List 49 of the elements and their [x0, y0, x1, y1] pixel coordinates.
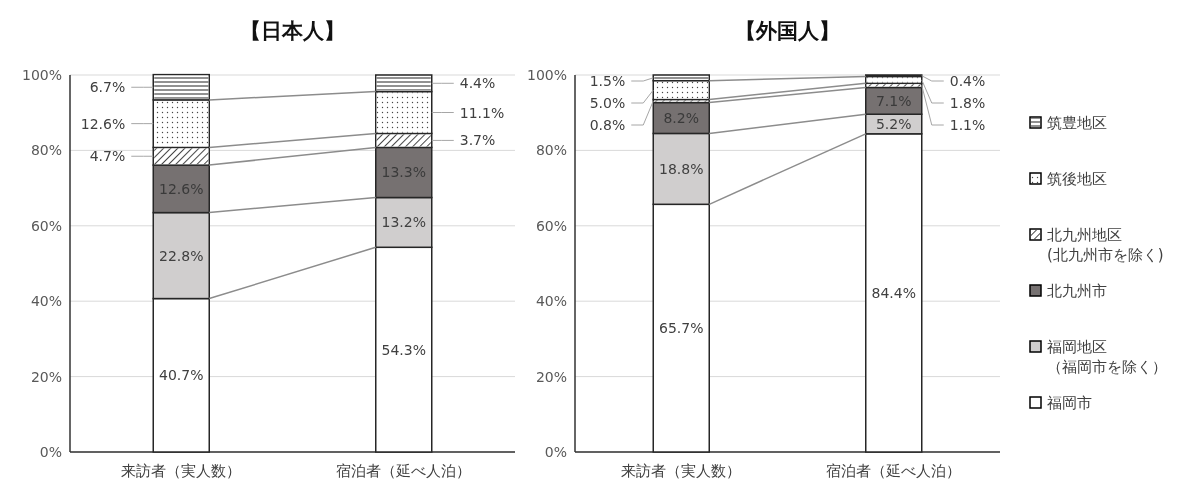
data-label: 54.3% — [381, 341, 426, 358]
data-label: 18.8% — [659, 160, 704, 177]
y-tick-label: 100% — [21, 67, 62, 83]
y-tick-label: 20% — [535, 368, 567, 385]
data-label: 22.8% — [159, 247, 204, 264]
data-label: 1.5% — [589, 73, 626, 89]
legend-item: 筑豊地区 — [1029, 114, 1107, 132]
data-label: 7.1% — [875, 92, 912, 109]
data-label: 0.4% — [949, 73, 986, 89]
y-tick-label: 0% — [39, 444, 62, 460]
y-tick-label: 80% — [535, 142, 567, 159]
x-tick-label: 宿泊者（延べ人泊） — [826, 462, 962, 480]
data-label: 6.7% — [89, 79, 126, 96]
data-label: 5.2% — [875, 116, 912, 133]
data-label: 1.8% — [949, 95, 986, 111]
y-tick-label: 40% — [535, 293, 567, 310]
data-label: 0.8% — [589, 117, 626, 133]
data-label: 65.7% — [659, 320, 704, 337]
data-label: 5.0% — [589, 95, 626, 111]
data-label: 1.1% — [949, 117, 986, 133]
data-label: 11.1% — [459, 104, 505, 121]
y-tick-label: 60% — [535, 217, 567, 234]
x-tick-label: 来訪者（実人数） — [621, 462, 742, 480]
data-label: 13.2% — [381, 214, 426, 231]
data-label: 4.4% — [459, 75, 496, 92]
legend-item: 福岡地区（福岡市を除く） — [1029, 338, 1167, 376]
y-tick-label: 80% — [30, 142, 62, 159]
y-tick-label: 60% — [30, 217, 62, 234]
chart-title: 【外国人】 — [735, 19, 840, 43]
data-label: 3.7% — [459, 132, 496, 149]
data-label: 12.6% — [80, 115, 126, 132]
y-tick-label: 20% — [30, 368, 62, 385]
data-label: 40.7% — [159, 367, 204, 384]
chart-title: 【日本人】 — [240, 19, 345, 43]
data-label: 8.2% — [663, 109, 700, 126]
x-tick-label: 来訪者（実人数） — [121, 462, 242, 480]
data-label: 4.7% — [89, 148, 126, 165]
data-label: 84.4% — [871, 284, 916, 301]
y-tick-label: 40% — [30, 293, 62, 310]
legend-item: 北九州市 — [1029, 282, 1107, 300]
legend-item: 福岡市 — [1029, 394, 1092, 412]
data-label: 12.6% — [159, 180, 204, 197]
legend-label: 北九州市 — [1047, 282, 1107, 300]
data-label: 13.3% — [381, 164, 426, 181]
legend-item: 北九州地区(北九州市を除く) — [1029, 226, 1164, 264]
x-tick-label: 宿泊者（延べ人泊） — [336, 462, 472, 480]
y-tick-label: 100% — [526, 67, 567, 83]
legend-item: 筑後地区 — [1029, 170, 1107, 188]
y-tick-label: 0% — [544, 444, 567, 460]
